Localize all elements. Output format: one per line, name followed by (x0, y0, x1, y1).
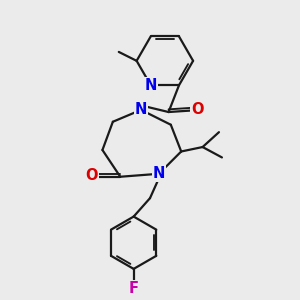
Text: O: O (85, 168, 98, 183)
Text: O: O (191, 102, 204, 117)
Text: F: F (129, 281, 139, 296)
Text: N: N (135, 102, 147, 117)
Text: N: N (145, 78, 157, 93)
Text: N: N (153, 166, 165, 181)
